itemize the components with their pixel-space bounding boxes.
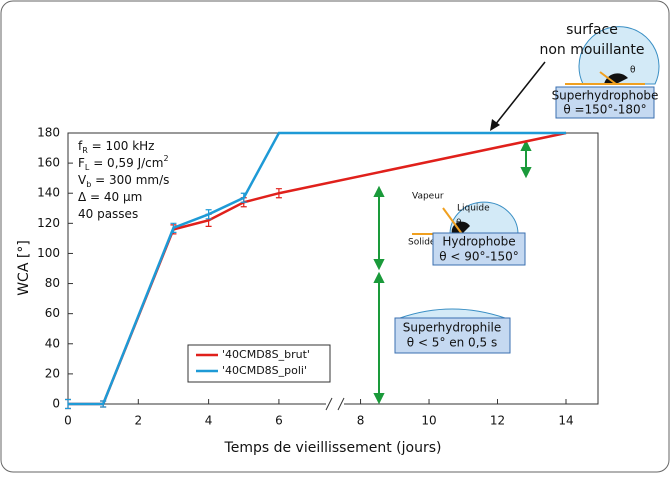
- error-bar: [240, 192, 247, 203]
- annotation-box: [555, 86, 655, 119]
- y-tick-label: 60: [45, 306, 60, 320]
- y-tick-label: 20: [45, 366, 60, 380]
- annotation: θ: [456, 219, 462, 229]
- parameter-part: 40 passes: [78, 207, 138, 221]
- legend-label: '40CMD8S_brut': [222, 348, 310, 361]
- break-mark: [337, 397, 345, 411]
- x-tick-label: 14: [558, 414, 573, 428]
- annotation-box: [394, 317, 511, 354]
- y-tick-label: 80: [45, 276, 60, 290]
- parameter: fR = 100 kHz: [78, 139, 154, 156]
- annotation: θ < 5° en 0,5 s: [407, 336, 497, 350]
- annotation: θ: [630, 66, 636, 76]
- annotation: Superhydrophile: [403, 321, 502, 335]
- parameter: FL = 0,59 J/cm2: [78, 154, 169, 172]
- arrow-head: [373, 271, 385, 405]
- x-tick-label: 2: [134, 414, 142, 428]
- parameter: 40 passes: [78, 207, 138, 221]
- x-tick-label: 6: [275, 414, 283, 428]
- y-tick-label: 100: [37, 246, 60, 260]
- arrow-head: [520, 139, 532, 179]
- parameter-part: F: [78, 156, 85, 170]
- annotation: Liquide: [457, 204, 490, 214]
- error-bar: [205, 209, 212, 220]
- parameter: Vb = 300 mm/s: [78, 173, 169, 190]
- parameter-part: L: [85, 163, 90, 172]
- x-axis-label: Temps de vieillissement (jours): [224, 440, 442, 456]
- parameter-part: 2: [163, 154, 168, 163]
- parameter-part: R: [82, 146, 88, 155]
- error-bar: [65, 398, 71, 410]
- axis-break: [325, 397, 345, 411]
- parameter: Δ = 40 µm: [78, 190, 142, 204]
- x-tick-label: 10: [421, 414, 436, 428]
- parameter-part: b: [86, 180, 91, 189]
- arrow-head: [373, 185, 385, 271]
- legend-label: '40CMD8S_poli': [222, 364, 307, 377]
- annotation: Solide: [408, 238, 436, 248]
- y-tick-label: 0: [52, 397, 60, 411]
- error-bar: [275, 188, 282, 199]
- contact-angle: [604, 73, 628, 84]
- x-tick-label: 4: [205, 414, 213, 428]
- parameter-part: Δ = 40 µm: [78, 190, 142, 204]
- parameter-part: V: [78, 173, 87, 187]
- annotation-box: [432, 232, 526, 266]
- x-tick-label: 12: [490, 414, 505, 428]
- x-tick-label: 8: [357, 414, 365, 428]
- y-tick-label: 120: [37, 216, 60, 230]
- y-tick-label: 180: [37, 126, 60, 140]
- arrow-head: [490, 119, 500, 131]
- parameter-part: f: [78, 139, 83, 153]
- x-tick-label: 0: [64, 414, 72, 428]
- range-arrows: [373, 139, 532, 405]
- pointer-arrow: [494, 61, 546, 126]
- annotation: non mouillante: [539, 42, 644, 58]
- annotation: Vapeur: [412, 192, 444, 202]
- annotation: surface: [566, 22, 618, 38]
- error-bar: [100, 400, 107, 408]
- annotation: Superhydrophobe: [552, 89, 659, 103]
- y-tick-label: 140: [37, 186, 60, 200]
- y-tick-label: 160: [37, 156, 60, 170]
- annotation: θ < 90°-150°: [439, 250, 519, 264]
- arrow: [442, 207, 463, 235]
- y-axis-label: WCA [°]: [16, 240, 32, 296]
- drop: [578, 26, 660, 85]
- parameter-part: = 300 mm/s: [91, 173, 169, 187]
- y-tick-label: 40: [45, 336, 60, 350]
- arrow: [599, 71, 617, 85]
- parameter-part: = 100 kHz: [88, 139, 155, 153]
- break-mark: [325, 397, 333, 411]
- annotation: Hydrophobe: [442, 235, 515, 249]
- drop: [399, 308, 506, 319]
- error-bar: [170, 222, 177, 233]
- parameter-part: = 0,59 J/cm: [89, 156, 163, 170]
- legend: [187, 344, 331, 383]
- annotation: θ =150°-180°: [563, 103, 646, 117]
